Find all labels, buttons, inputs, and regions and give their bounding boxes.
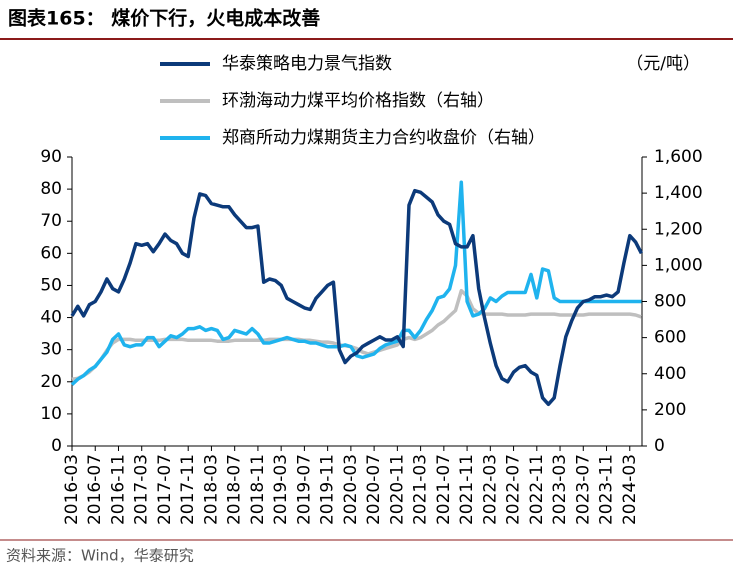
x-tick-label: 2016-11 bbox=[108, 454, 128, 525]
x-tick-label: 2023-11 bbox=[597, 454, 617, 525]
y2-tick-label: 200 bbox=[654, 400, 686, 420]
x-tick-label: 2021-07 bbox=[434, 454, 454, 525]
x-tick-label: 2019-07 bbox=[294, 454, 314, 525]
x-tick-label: 2024-03 bbox=[620, 454, 640, 525]
y2-tick-label: 800 bbox=[654, 292, 686, 312]
series-line bbox=[70, 188, 643, 407]
legend-label: 华泰策略电力景气指数 bbox=[222, 54, 392, 74]
x-tick-label: 2017-11 bbox=[178, 454, 198, 525]
y2-tick-label: 1,600 bbox=[654, 147, 703, 167]
x-tick-label: 2018-11 bbox=[248, 454, 268, 525]
y2-tick-label: 600 bbox=[654, 328, 686, 348]
y2-axis-label: （元/吨） bbox=[626, 54, 700, 74]
x-tick-label: 2021-11 bbox=[457, 454, 477, 525]
y2-tick-label: 1,400 bbox=[654, 183, 703, 203]
y2-tick-label: 0 bbox=[654, 436, 665, 456]
x-tick-label: 2018-07 bbox=[225, 454, 245, 525]
axis-frame bbox=[71, 157, 643, 447]
x-tick-label: 2023-07 bbox=[573, 454, 593, 525]
y-tick-label: 90 bbox=[40, 147, 62, 167]
x-tick-label: 2022-07 bbox=[504, 454, 524, 525]
x-tick-label: 2020-03 bbox=[341, 454, 361, 525]
x-tick-label: 2017-03 bbox=[132, 454, 152, 525]
y-tick-label: 40 bbox=[40, 308, 62, 328]
x-tick-label: 2018-03 bbox=[201, 454, 221, 525]
y-tick-label: 30 bbox=[40, 340, 62, 360]
y-tick-label: 80 bbox=[40, 179, 62, 199]
y-tick-label: 20 bbox=[40, 372, 62, 392]
x-tick-label: 2022-03 bbox=[480, 454, 500, 525]
x-tick-label: 2021-03 bbox=[411, 454, 431, 525]
x-tick-label: 2020-11 bbox=[387, 454, 407, 525]
x-tick-label: 2022-11 bbox=[527, 454, 547, 525]
series-line bbox=[71, 288, 642, 381]
legend-label: 郑商所动力煤期货主力合约收盘价（右轴） bbox=[222, 128, 545, 148]
x-tick-label: 2016-03 bbox=[62, 454, 82, 525]
y-tick-label: 0 bbox=[51, 436, 62, 456]
x-tick-label: 2019-03 bbox=[271, 454, 291, 525]
chart-title: 图表165： 煤价下行，火电成本改善 bbox=[8, 7, 320, 30]
y-tick-label: 10 bbox=[40, 404, 62, 424]
y-tick-label: 70 bbox=[40, 211, 62, 231]
y2-tick-label: 400 bbox=[654, 364, 686, 384]
legend-label: 环渤海动力煤平均价格指数（右轴） bbox=[222, 91, 494, 111]
x-tick-label: 2016-07 bbox=[85, 454, 105, 525]
x-tick-label: 2019-11 bbox=[318, 454, 338, 525]
x-tick-label: 2020-07 bbox=[364, 454, 384, 525]
y2-tick-label: 1,000 bbox=[654, 255, 703, 275]
x-tick-label: 2023-03 bbox=[550, 454, 570, 525]
y-tick-label: 50 bbox=[40, 275, 62, 295]
source: 资料来源：Wind，华泰研究 bbox=[6, 547, 194, 565]
y2-tick-label: 1,200 bbox=[654, 219, 703, 239]
x-tick-label: 2017-07 bbox=[155, 454, 175, 525]
series-line bbox=[70, 180, 642, 386]
y-tick-label: 60 bbox=[40, 243, 62, 263]
